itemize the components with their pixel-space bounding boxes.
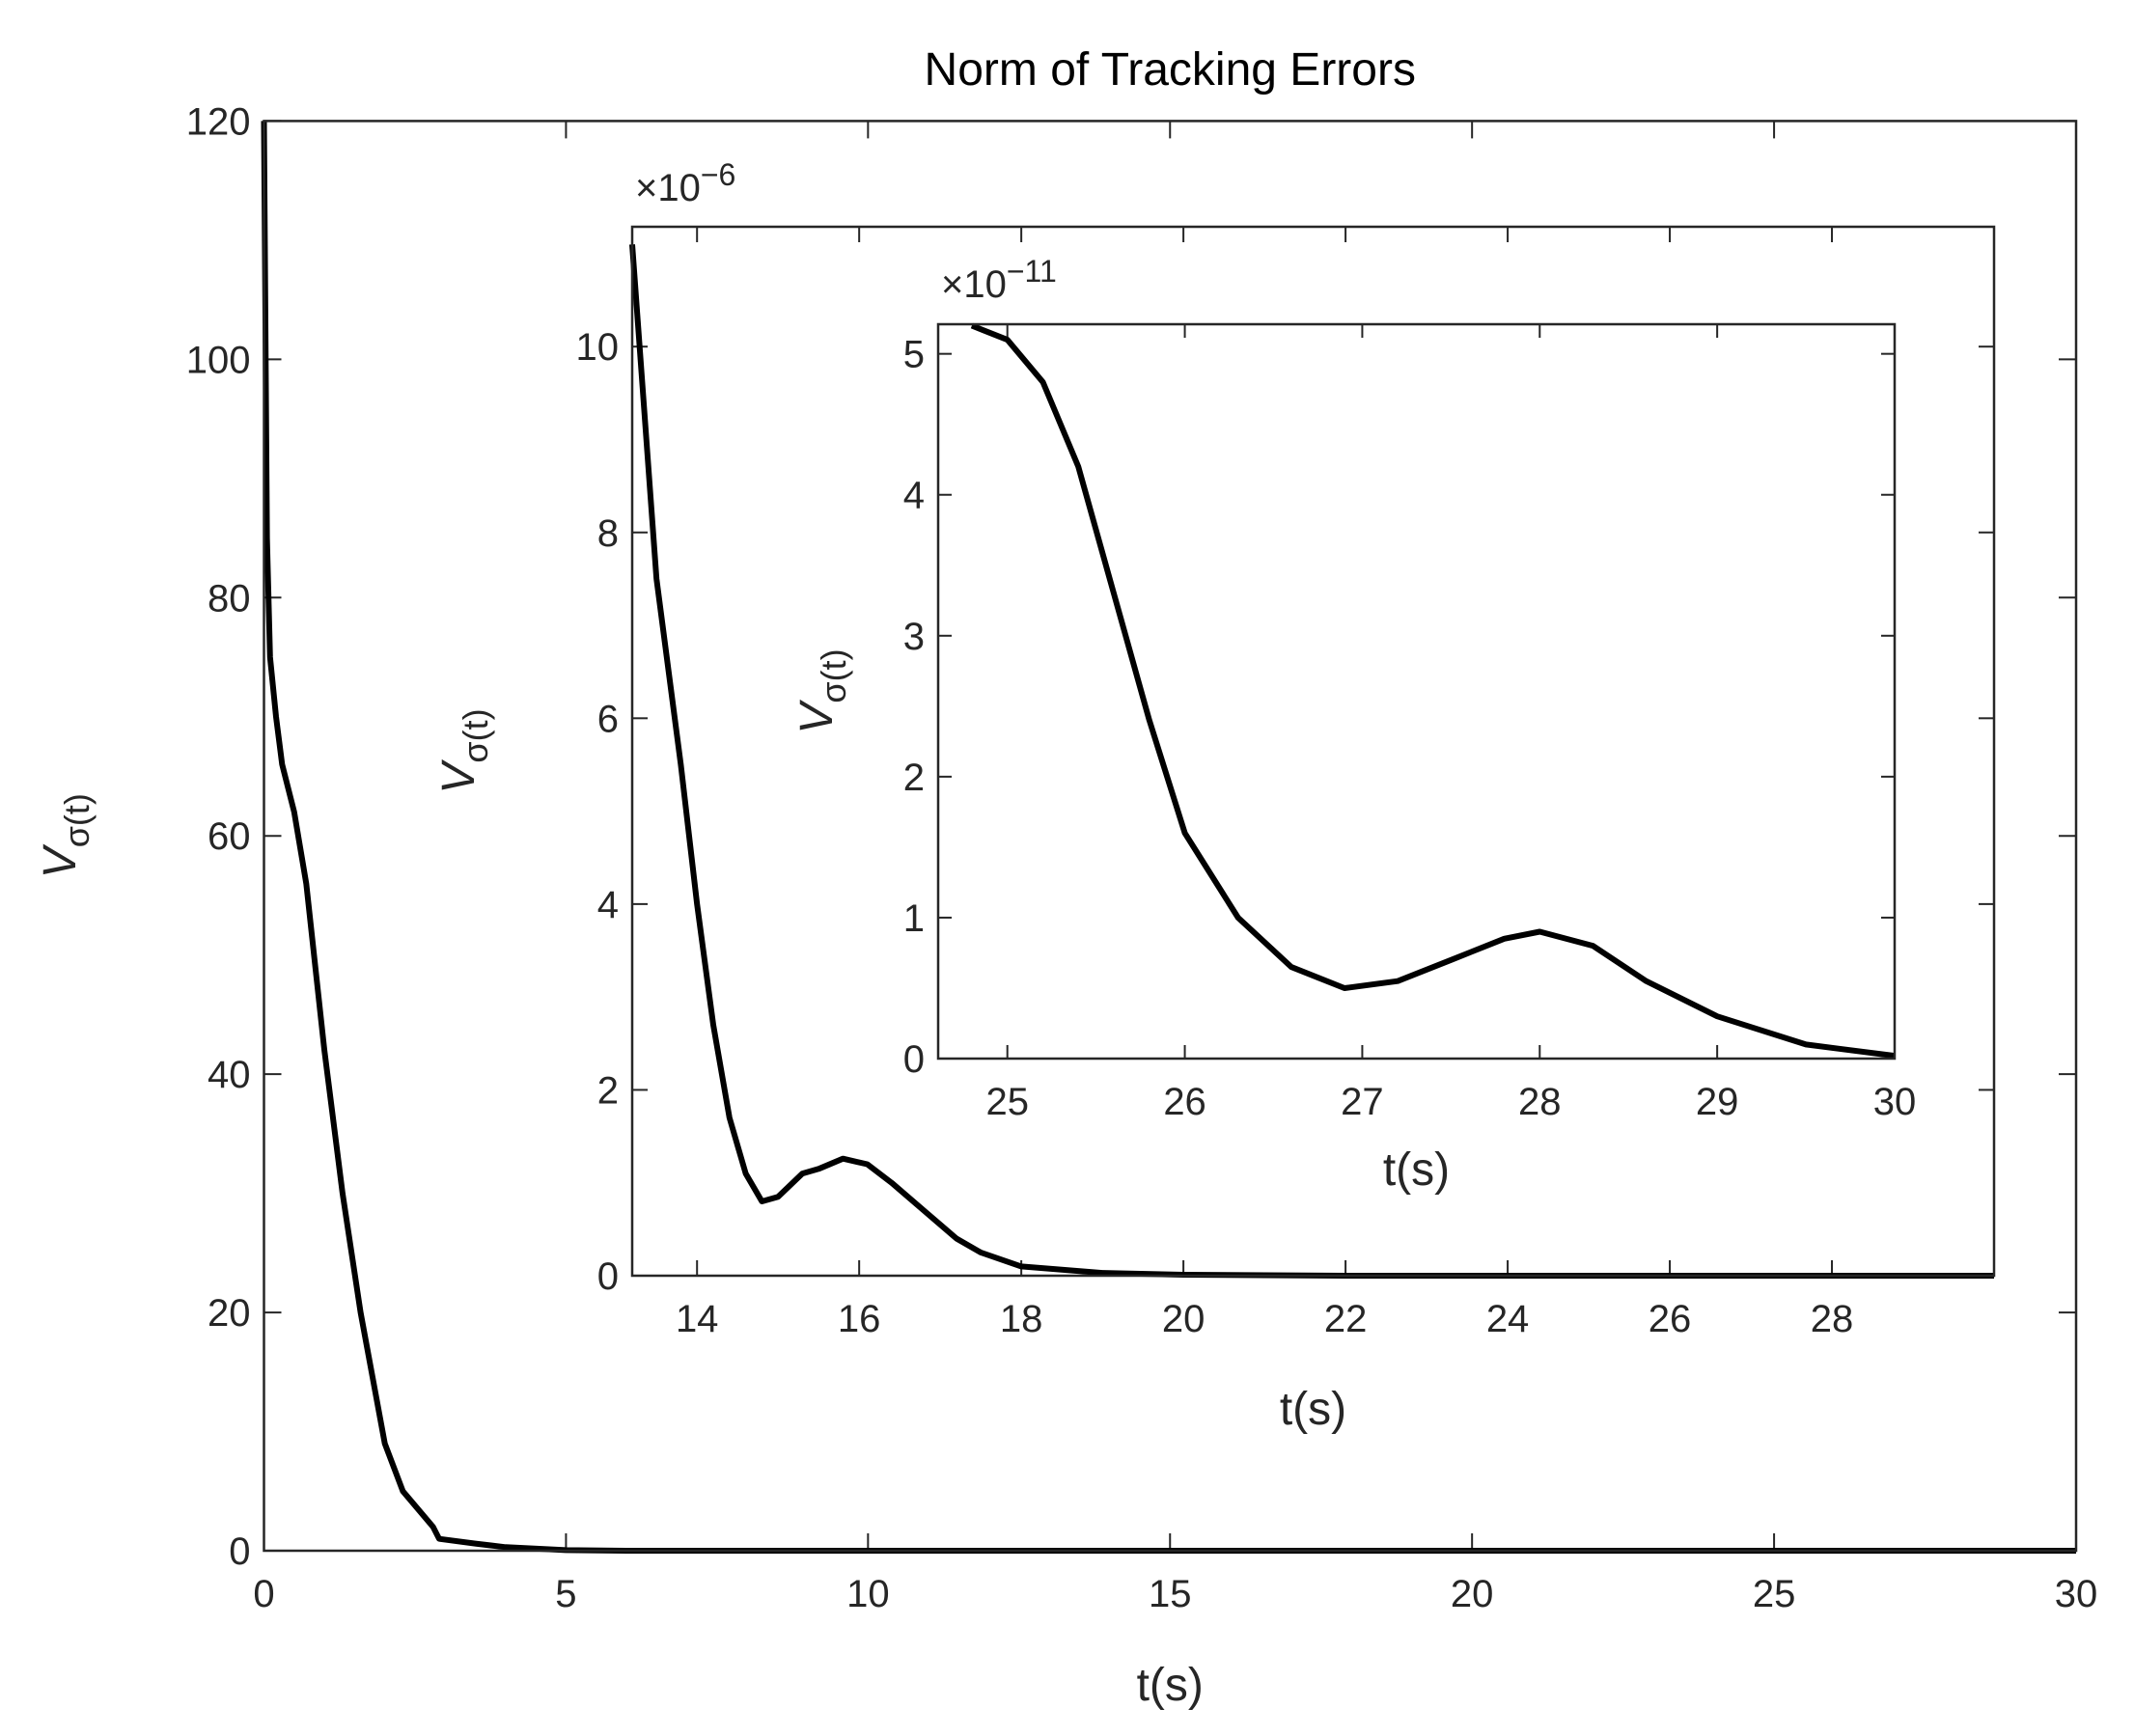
x-tick-label: 22	[1324, 1298, 1368, 1340]
y-tick-label: 0	[903, 1038, 925, 1081]
axis-exponent: ×10−11	[941, 254, 1057, 306]
data-line	[970, 322, 1896, 1060]
x-tick-label: 15	[1149, 1573, 1192, 1615]
exponent-base: ×10	[635, 167, 701, 209]
x-tick-label: 25	[985, 1081, 1029, 1123]
y-axis-label: Vσ(t)	[433, 708, 495, 793]
x-tick-label: 10	[846, 1573, 890, 1615]
y-axis-label-sub: σ(t)	[456, 708, 495, 762]
x-tick-label: 16	[838, 1298, 881, 1340]
x-tick-label: 26	[1163, 1081, 1206, 1123]
axes: 25 26 27 28 29 30 0 1 2 3 4 5 t(s) Vσ(t) ×10−11	[791, 254, 1916, 1196]
y-tick-label: 4	[597, 884, 619, 926]
y-tick-label: 0	[597, 1255, 619, 1298]
y-tick-label: 60	[208, 815, 251, 858]
y-axis-label-sub: σ(t)	[814, 648, 853, 703]
y-axis-label-main: V	[35, 843, 86, 878]
data-line	[261, 121, 2076, 1554]
x-tick-label: 14	[676, 1298, 719, 1340]
y-tick-label: 40	[208, 1054, 251, 1096]
y-tick-label: 20	[208, 1292, 251, 1335]
y-axis-label-sub: σ(t)	[57, 793, 97, 847]
x-tick-label: 20	[1451, 1573, 1494, 1615]
y-tick-label: 5	[903, 334, 925, 376]
axes-box	[263, 120, 2078, 1553]
x-tick-label: 30	[2055, 1573, 2098, 1615]
x-axis-label: t(s)	[1383, 1144, 1450, 1196]
y-tick-label: 80	[208, 577, 251, 620]
x-tick-label: 27	[1341, 1081, 1384, 1123]
chart-title: Norm of Tracking Errors	[925, 44, 1416, 96]
exponent-base: ×10	[941, 263, 1007, 306]
x-axis-label: t(s)	[1137, 1660, 1204, 1711]
x-tick-label: 5	[555, 1573, 576, 1615]
x-tick-label: 28	[1518, 1081, 1562, 1123]
y-tick-label: 2	[597, 1069, 619, 1112]
x-tick-label: 18	[1000, 1298, 1043, 1340]
y-axis-label: Vσ(t)	[35, 793, 97, 878]
x-tick-label: 0	[253, 1573, 274, 1615]
y-tick-label: 4	[903, 475, 925, 517]
plot-area	[938, 324, 1895, 1059]
x-tick-label: 28	[1811, 1298, 1854, 1340]
x-tick-label: 29	[1696, 1081, 1739, 1123]
x-tick-label: 20	[1162, 1298, 1206, 1340]
data-line	[629, 244, 1994, 1279]
exponent-power: −6	[701, 157, 735, 192]
axes-box	[936, 322, 1897, 1061]
y-tick-label: 8	[597, 512, 619, 555]
y-tick-label: 2	[903, 757, 925, 799]
x-tick-label: 25	[1753, 1573, 1796, 1615]
x-tick-label: 24	[1486, 1298, 1530, 1340]
x-axis-label: t(s)	[1280, 1384, 1346, 1435]
y-tick-label: 10	[576, 326, 620, 369]
axes-box	[630, 225, 1996, 1278]
y-tick-label: 1	[903, 897, 925, 940]
y-tick-label: 0	[229, 1530, 250, 1573]
x-tick-label: 30	[1873, 1081, 1917, 1123]
axis-exponent: ×10−6	[635, 157, 735, 209]
y-tick-label: 100	[186, 339, 251, 381]
exponent-power: −11	[1007, 254, 1057, 289]
y-tick-label: 3	[903, 616, 925, 658]
y-axis-label-main: V	[791, 700, 843, 734]
y-tick-label: 120	[186, 100, 251, 143]
y-axis-label-main: V	[433, 759, 485, 794]
x-tick-label: 26	[1649, 1298, 1692, 1340]
y-tick-label: 6	[597, 698, 619, 740]
y-axis-label: Vσ(t)	[791, 648, 853, 733]
